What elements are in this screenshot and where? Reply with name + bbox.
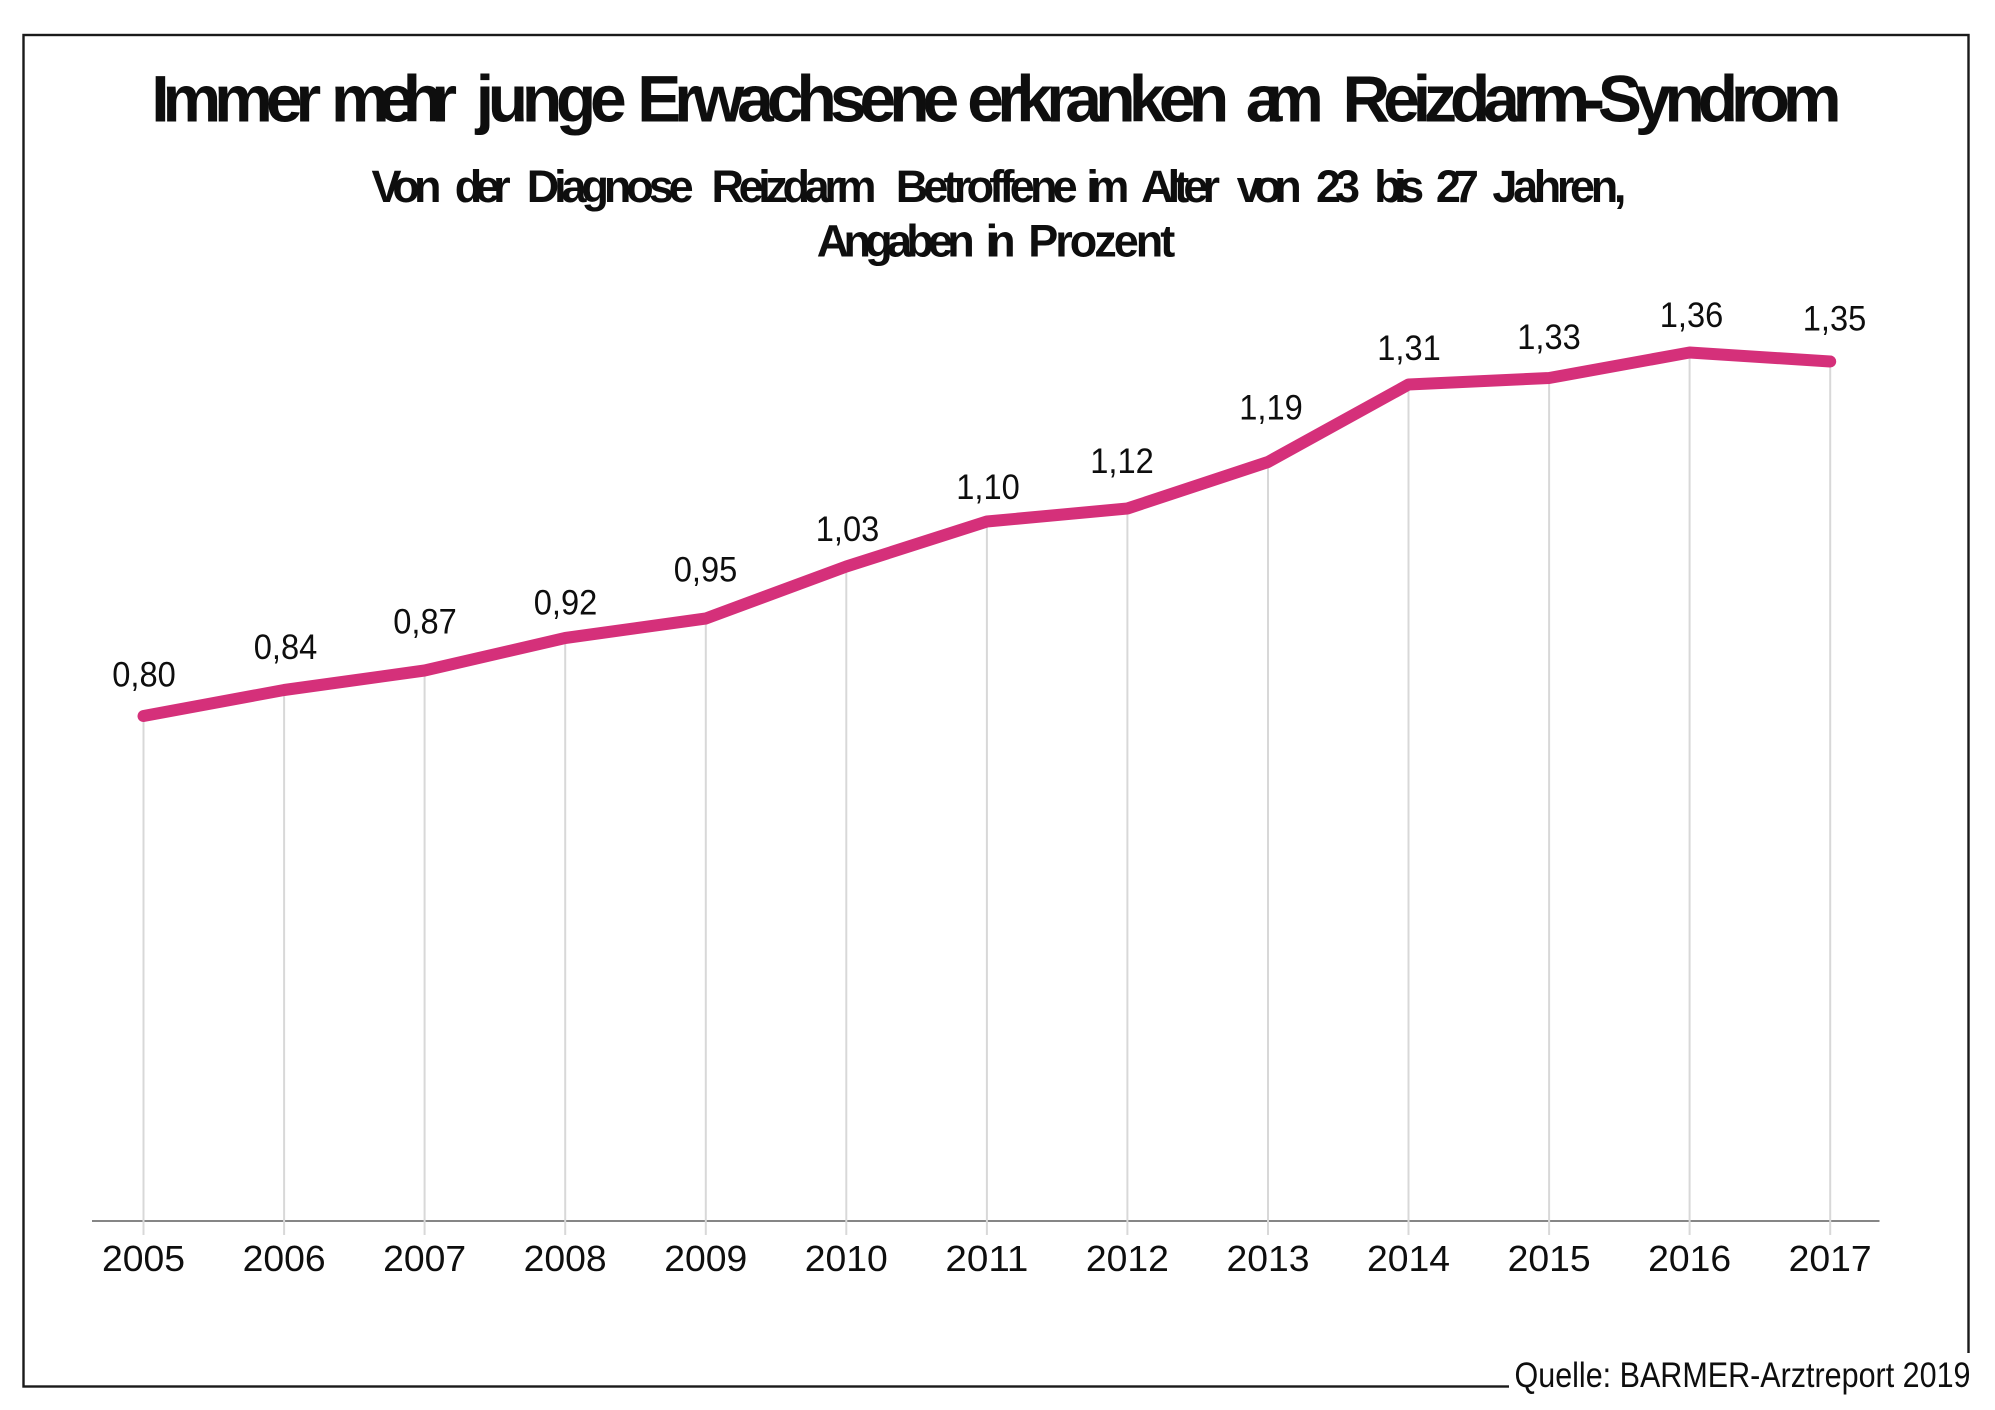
- svg-text:1,31: 1,31: [1377, 329, 1441, 368]
- svg-text:1,12: 1,12: [1090, 442, 1154, 481]
- svg-text:1,03: 1,03: [816, 510, 880, 549]
- svg-text:Quelle: BARMER-Arztreport 2019: Quelle: BARMER-Arztreport 2019: [1515, 1356, 1971, 1395]
- svg-text:2016: 2016: [1648, 1238, 1731, 1279]
- svg-text:2015: 2015: [1508, 1238, 1591, 1279]
- svg-text:erkranken: erkranken: [967, 62, 1229, 136]
- svg-text:2012: 2012: [1086, 1238, 1169, 1279]
- svg-text:Immer: Immer: [151, 62, 321, 136]
- svg-text:2009: 2009: [664, 1238, 747, 1279]
- svg-text:Diagnose: Diagnose: [527, 161, 694, 212]
- svg-text:2006: 2006: [243, 1238, 326, 1279]
- svg-text:2011: 2011: [945, 1238, 1028, 1279]
- svg-text:2013: 2013: [1227, 1238, 1310, 1279]
- svg-text:Betroffene: Betroffene: [896, 161, 1078, 212]
- svg-text:junge: junge: [474, 62, 627, 136]
- svg-text:1,19: 1,19: [1239, 389, 1303, 428]
- svg-text:Von: Von: [372, 161, 442, 212]
- svg-text:2008: 2008: [524, 1238, 607, 1279]
- svg-text:in: in: [986, 216, 1016, 267]
- svg-text:0,92: 0,92: [534, 584, 598, 623]
- svg-text:am: am: [1246, 62, 1324, 136]
- svg-text:27: 27: [1436, 161, 1479, 212]
- svg-text:Alter: Alter: [1141, 161, 1220, 212]
- svg-text:2007: 2007: [383, 1238, 466, 1279]
- svg-text:Prozent: Prozent: [1028, 216, 1175, 267]
- svg-text:im: im: [1086, 161, 1129, 212]
- svg-text:Jahren,: Jahren,: [1492, 161, 1626, 212]
- svg-text:mehr: mehr: [331, 62, 457, 136]
- svg-text:Erwachsene: Erwachsene: [637, 62, 959, 136]
- svg-text:bis: bis: [1374, 161, 1424, 212]
- svg-text:Reizdarm: Reizdarm: [712, 161, 877, 212]
- svg-text:23: 23: [1316, 161, 1360, 212]
- svg-text:1,36: 1,36: [1660, 296, 1724, 335]
- svg-text:von: von: [1237, 161, 1302, 212]
- svg-text:0,87: 0,87: [393, 603, 457, 642]
- svg-text:0,80: 0,80: [112, 656, 176, 695]
- svg-text:Angaben: Angaben: [817, 216, 975, 267]
- svg-text:2005: 2005: [102, 1238, 185, 1279]
- svg-text:0,95: 0,95: [674, 551, 738, 590]
- svg-text:der: der: [455, 161, 511, 212]
- svg-text:1,35: 1,35: [1803, 300, 1867, 339]
- svg-text:1,10: 1,10: [956, 468, 1020, 507]
- svg-text:2014: 2014: [1367, 1238, 1450, 1279]
- svg-text:Reizdarm-Syndrom: Reizdarm-Syndrom: [1343, 62, 1842, 136]
- svg-text:2017: 2017: [1789, 1238, 1872, 1279]
- svg-text:1,33: 1,33: [1517, 318, 1581, 357]
- svg-text:2010: 2010: [805, 1238, 888, 1279]
- svg-text:0,84: 0,84: [254, 628, 318, 667]
